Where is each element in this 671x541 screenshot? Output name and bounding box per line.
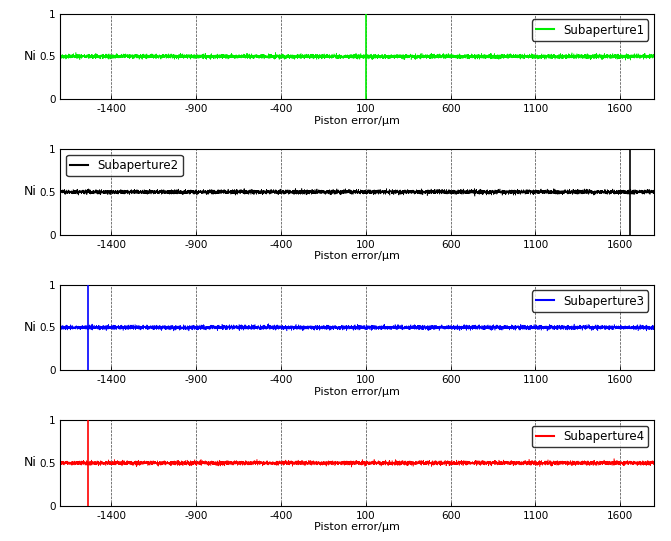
- Legend: Subaperture4: Subaperture4: [532, 426, 648, 447]
- X-axis label: Piston error/μm: Piston error/μm: [315, 116, 400, 126]
- Y-axis label: Ni: Ni: [23, 457, 36, 470]
- Y-axis label: Ni: Ni: [23, 321, 36, 334]
- Legend: Subaperture3: Subaperture3: [532, 291, 648, 312]
- Legend: Subaperture1: Subaperture1: [532, 19, 648, 41]
- Legend: Subaperture2: Subaperture2: [66, 155, 183, 176]
- X-axis label: Piston error/μm: Piston error/μm: [315, 251, 400, 261]
- X-axis label: Piston error/μm: Piston error/μm: [315, 522, 400, 532]
- X-axis label: Piston error/μm: Piston error/μm: [315, 387, 400, 397]
- Y-axis label: Ni: Ni: [23, 50, 36, 63]
- Y-axis label: Ni: Ni: [23, 186, 36, 199]
